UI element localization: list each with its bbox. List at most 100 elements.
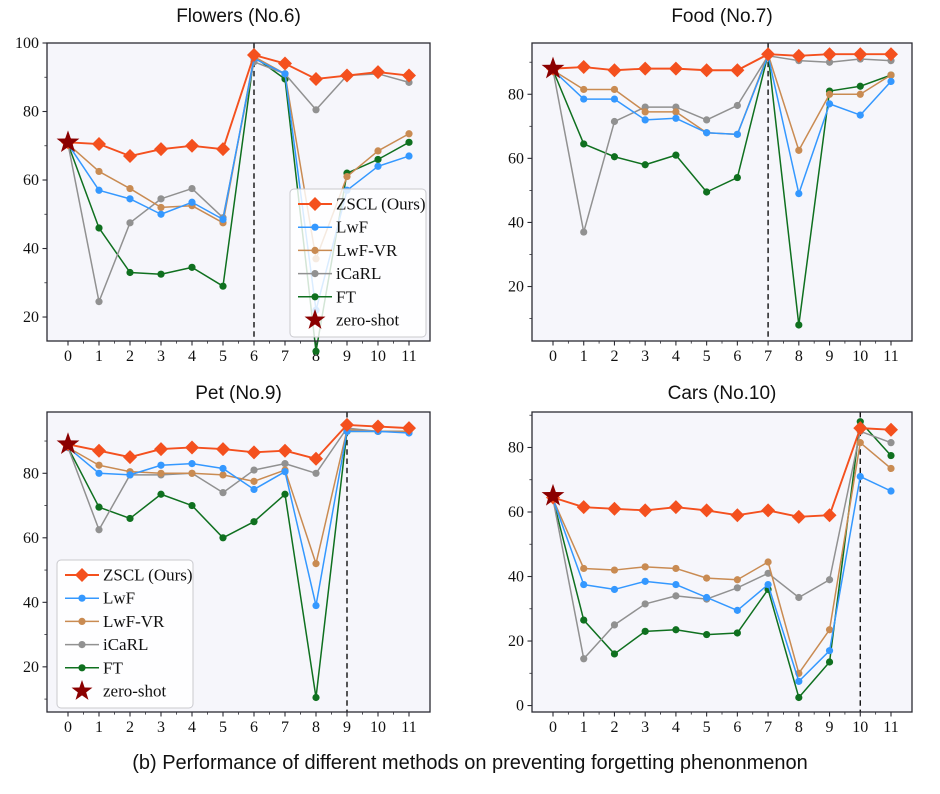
svg-text:0: 0 (516, 698, 524, 715)
svg-text:7: 7 (281, 719, 289, 736)
axis-ticks (42, 440, 410, 717)
svg-text:40: 40 (508, 214, 524, 231)
plot-frame (531, 411, 913, 713)
chart-title-food: Food (No.7) (671, 6, 773, 27)
svg-text:80: 80 (23, 465, 39, 482)
legend-label: zero-shot (336, 311, 400, 330)
svg-text:3: 3 (641, 348, 649, 365)
svg-text:4: 4 (672, 719, 680, 736)
svg-text:4: 4 (188, 719, 196, 736)
svg-text:10: 10 (370, 348, 386, 365)
chart-title-pet: Pet (No.9) (195, 383, 282, 404)
svg-text:20: 20 (508, 279, 524, 296)
svg-text:1: 1 (95, 719, 103, 736)
zero-shot-star (56, 432, 80, 454)
svg-text:1: 1 (580, 719, 588, 736)
svg-text:80: 80 (508, 439, 524, 456)
axis-tick-labels: 0 1 2 3 4 5 6 7 8 9 10 11 20 40 60 80 (23, 465, 417, 736)
figure-caption: (b) Performance of different methods on … (132, 752, 808, 774)
legend: ZSCL (Ours) LwF LwF-VR iCaRL FT zero-shot (56, 559, 194, 709)
svg-text:100: 100 (15, 35, 39, 52)
legend-label: FT (336, 287, 356, 306)
axis-ticks (527, 61, 892, 346)
legend-label: ZSCL (Ours) (103, 566, 193, 585)
svg-text:20: 20 (508, 633, 524, 650)
svg-text:7: 7 (764, 348, 772, 365)
svg-text:5: 5 (703, 719, 711, 736)
svg-text:60: 60 (508, 504, 524, 521)
svg-text:7: 7 (764, 719, 772, 736)
svg-text:5: 5 (703, 348, 711, 365)
svg-text:9: 9 (826, 348, 834, 365)
svg-text:2: 2 (610, 719, 618, 736)
svg-text:7: 7 (281, 348, 289, 365)
zero-shot-star (541, 483, 565, 506)
svg-text:5: 5 (219, 719, 227, 736)
svg-text:2: 2 (126, 719, 134, 736)
svg-text:60: 60 (508, 150, 524, 167)
legend: ZSCL (Ours) LwF LwF-VR iCaRL FT zero-shot (289, 188, 427, 338)
svg-text:3: 3 (157, 719, 165, 736)
food-plot: 0 1 2 3 4 5 6 7 8 9 10 11 20 40 60 80 (508, 42, 913, 365)
svg-text:9: 9 (826, 719, 834, 736)
plot-frame (531, 42, 913, 342)
svg-text:20: 20 (23, 659, 39, 676)
chart-flowers: Flowers (No.6) 0 1 2 3 4 5 6 7 8 9 10 11 20 40 60 80 100… (0, 0, 470, 375)
plot-area: 0 1 2 3 4 5 6 7 8 9 10 11 0 20 40 60 80 (508, 411, 913, 736)
svg-text:11: 11 (401, 719, 416, 736)
svg-text:9: 9 (343, 719, 351, 736)
svg-text:5: 5 (219, 348, 227, 365)
svg-text:10: 10 (852, 719, 868, 736)
svg-text:10: 10 (852, 348, 868, 365)
series-ZSCL (Ours) (61, 417, 416, 466)
series-ZSCL (Ours) (546, 421, 898, 524)
svg-text:8: 8 (795, 719, 803, 736)
plot-area: 0 1 2 3 4 5 6 7 8 9 10 11 20 40 60 80 (508, 42, 913, 365)
legend-label: zero-shot (103, 682, 167, 701)
svg-text:3: 3 (641, 719, 649, 736)
svg-text:11: 11 (883, 348, 898, 365)
svg-text:6: 6 (250, 348, 258, 365)
legend-label: LwF-VR (336, 241, 398, 260)
svg-text:11: 11 (883, 719, 898, 736)
svg-text:6: 6 (733, 719, 741, 736)
zero-shot-star (56, 130, 80, 153)
svg-text:9: 9 (343, 348, 351, 365)
svg-text:8: 8 (312, 719, 320, 736)
svg-text:4: 4 (672, 348, 680, 365)
chart-title-flowers: Flowers (No.6) (176, 6, 301, 27)
cars-plot: 0 1 2 3 4 5 6 7 8 9 10 11 0 20 40 60 80 (508, 411, 913, 736)
svg-text:0: 0 (64, 719, 72, 736)
svg-text:3: 3 (157, 348, 165, 365)
svg-text:11: 11 (401, 348, 416, 365)
svg-text:40: 40 (508, 569, 524, 586)
svg-text:4: 4 (188, 348, 196, 365)
axis-tick-labels: 0 1 2 3 4 5 6 7 8 9 10 11 0 20 40 60 80 (508, 439, 899, 736)
svg-text:80: 80 (23, 104, 39, 121)
svg-text:6: 6 (250, 719, 258, 736)
series-LwF (549, 472, 895, 685)
svg-text:2: 2 (610, 348, 618, 365)
pet-plot: 0 1 2 3 4 5 6 7 8 9 10 11 20 40 60 80 ZSCL (Ours) LwF LwF-… (23, 411, 431, 736)
chart-title-cars: Cars (No.10) (667, 383, 777, 404)
chart-food: Food (No.7) 0 1 2 3 4 5 6 7 8 9 10 11 20 40 60 80 (470, 0, 940, 375)
svg-text:6: 6 (733, 348, 741, 365)
legend-label: LwF (336, 218, 368, 237)
svg-text:8: 8 (312, 348, 320, 365)
legend-label: LwF-VR (103, 612, 165, 631)
svg-text:1: 1 (95, 348, 103, 365)
legend-label: ZSCL (Ours) (336, 195, 426, 214)
svg-text:60: 60 (23, 530, 39, 547)
series-ZSCL (Ours) (546, 47, 898, 78)
plot-frame (46, 42, 431, 342)
zero-shot-star (541, 56, 565, 79)
legend-label: iCaRL (336, 264, 381, 283)
legend-label: LwF (103, 589, 135, 608)
plot-frame (46, 411, 431, 713)
svg-text:0: 0 (549, 348, 557, 365)
series-iCaRL (549, 427, 895, 663)
svg-text:80: 80 (508, 86, 524, 103)
svg-text:40: 40 (23, 594, 39, 611)
flowers-plot: 0 1 2 3 4 5 6 7 8 9 10 11 20 40 60 80 100 ZSCL (Ours) LwF L… (15, 35, 431, 365)
